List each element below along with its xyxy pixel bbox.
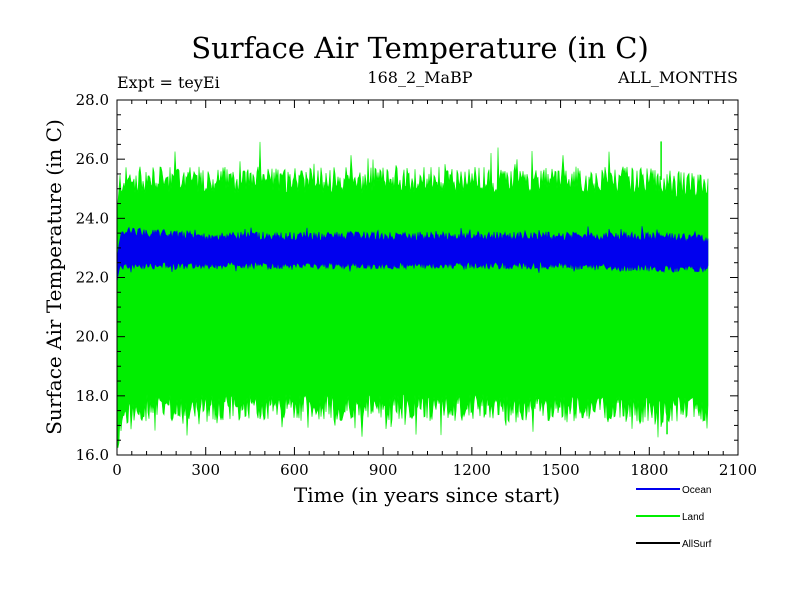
x-tick-label: 900 <box>369 461 398 479</box>
period-label: 168_2_MaBP <box>367 68 472 87</box>
x-tick-label: 0 <box>112 461 122 479</box>
x-axis: 0 300 600 900 1200 1500 1800 2100 <box>112 100 757 479</box>
y-tick-label: 16.0 <box>76 446 109 464</box>
y-tick-label: 26.0 <box>76 150 109 168</box>
plot-area <box>116 141 709 449</box>
legend-label-ocean: Ocean <box>682 485 711 496</box>
y-axis-label: Surface Air Temperature (in C) <box>42 119 66 435</box>
x-axis-label: Time (in years since start) <box>294 483 560 507</box>
legend-label-land: Land <box>682 512 704 523</box>
series-land-band <box>116 141 709 449</box>
y-tick-label: 20.0 <box>76 328 109 346</box>
y-tick-label: 28.0 <box>76 91 109 109</box>
y-tick-label: 18.0 <box>76 387 109 405</box>
x-tick-label: 2100 <box>719 461 757 479</box>
chart-title: Surface Air Temperature (in C) <box>191 31 649 65</box>
x-tick-label: 1500 <box>541 461 579 479</box>
x-tick-label: 1800 <box>630 461 668 479</box>
y-tick-label: 22.0 <box>76 269 109 287</box>
x-tick-label: 1200 <box>453 461 491 479</box>
months-label: ALL_MONTHS <box>617 68 738 87</box>
x-tick-label: 300 <box>191 461 220 479</box>
y-axis: 16.0 18.0 20.0 22.0 24.0 26.0 28.0 <box>76 91 738 464</box>
experiment-label: Expt = teyEi <box>117 73 220 92</box>
x-tick-label: 600 <box>280 461 309 479</box>
legend: Ocean Land AllSurf <box>636 485 712 550</box>
y-tick-label: 24.0 <box>76 209 109 227</box>
series-ocean-band <box>116 226 709 282</box>
legend-label-allsurf: AllSurf <box>682 539 712 550</box>
